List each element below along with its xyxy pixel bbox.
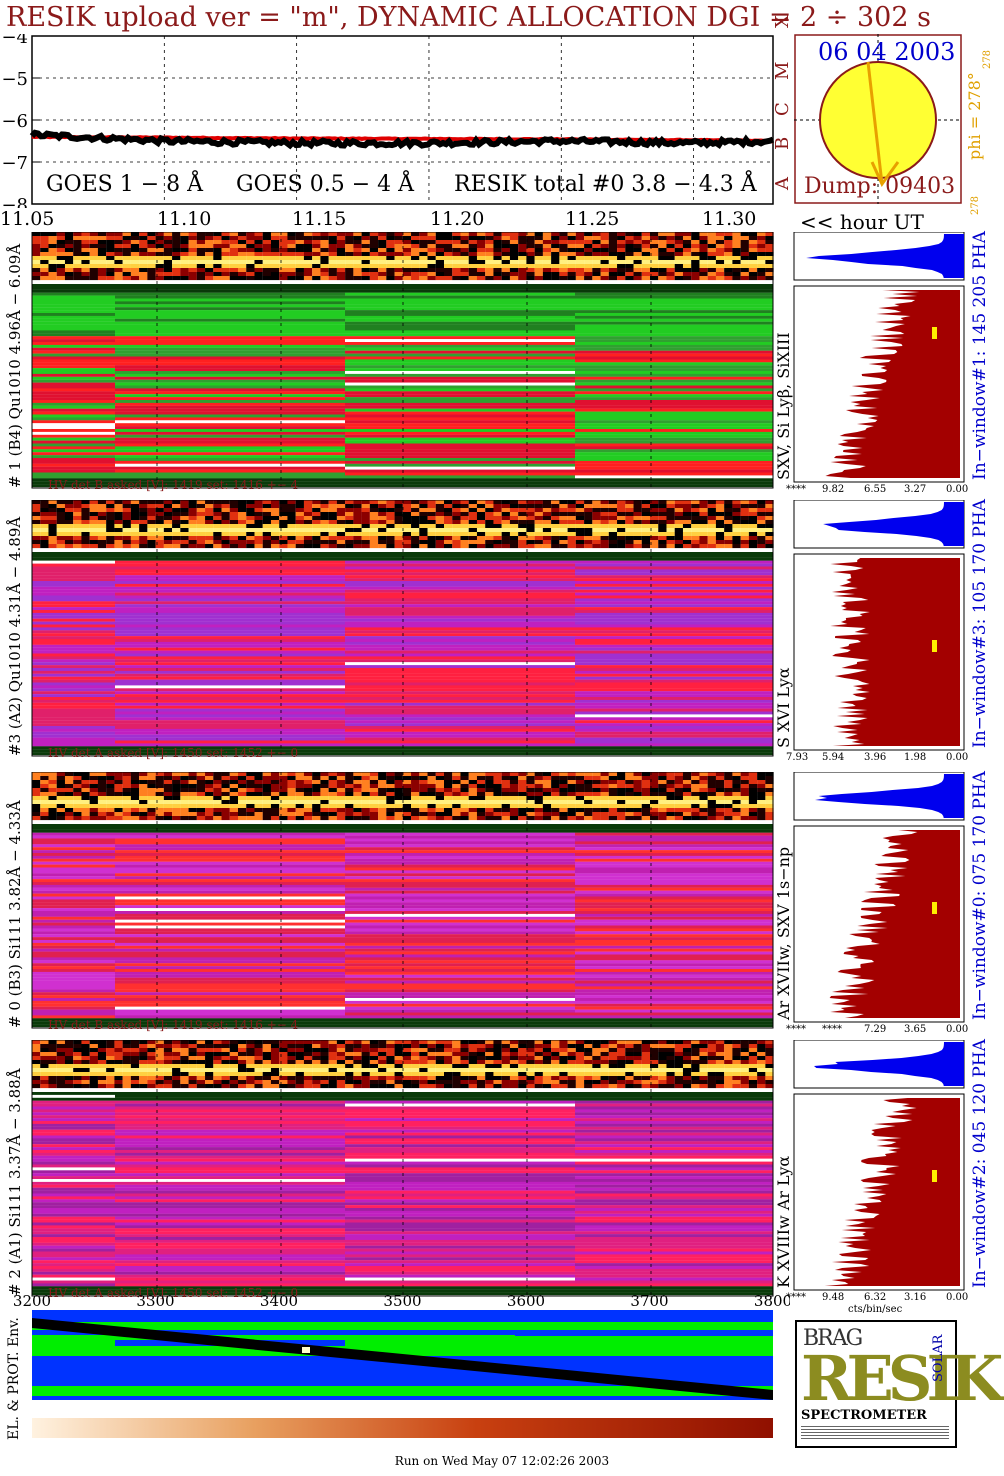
env-label: EL. & PROT. Env. — [6, 1317, 22, 1440]
in-window-label: In−window#1: 145 205 PHA — [970, 231, 990, 480]
pha-tick: **** — [786, 1292, 806, 1303]
channel-label: # 0 (B3) Si111 3.82Å − 4.33Å — [6, 800, 24, 1028]
time-tick: 11.30 — [702, 208, 757, 230]
time-unit: << hour UT — [800, 210, 924, 234]
pha-tick: 1.98 — [904, 752, 927, 763]
pha-tick: **** — [786, 484, 806, 495]
phi-small-bottom: 278 — [970, 195, 982, 216]
lightcurve-y-tick: −4 — [1, 34, 28, 48]
legend-resik-total: RESIK total #0 3.8 − 4.3 Å — [454, 172, 757, 197]
spectrogram-0 — [31, 232, 774, 489]
env-x-tick: 3800 — [754, 1292, 790, 1310]
hv-info: HV det A asked [V]: 1450 set: 1452 +− 0 — [48, 1286, 299, 1300]
class-letter: M — [772, 61, 793, 80]
lightcurve-plot: −4 −5 −6 −7 −8 — [1, 34, 775, 208]
spectrogram-1 — [31, 500, 774, 757]
env-x-tick: 3400 — [260, 1292, 298, 1310]
env-x-tick: 3300 — [136, 1292, 174, 1310]
series-1 — [29, 129, 775, 151]
pha-tick: 3.96 — [864, 752, 887, 763]
pha-tick: 0.00 — [946, 752, 969, 763]
pha-histogram-2 — [793, 772, 965, 1023]
pha-tick: 3.16 — [904, 1292, 927, 1303]
spectrogram-3 — [31, 1040, 774, 1297]
spectrogram-2 — [31, 772, 774, 1029]
logo-bottom: SPECTROMETER — [801, 1408, 927, 1423]
sun-panel — [794, 34, 962, 204]
pha-tick: 6.32 — [864, 1292, 887, 1303]
lightcurve-y-tick: −5 — [1, 69, 28, 90]
legend-goes-short: GOES 0.5 − 4 Å — [236, 172, 415, 197]
in-window-label: In−window#3: 105 170 PHA — [970, 499, 990, 748]
pha-tick: 9.48 — [822, 1292, 845, 1303]
pha-tick: **** — [786, 1024, 806, 1035]
channel-label: # 1 (B4) Qu1010 4.96Å − 6.09Å — [6, 243, 24, 488]
lightcurve-y-tick: −6 — [1, 111, 28, 132]
pha-tick: 3.65 — [904, 1024, 927, 1035]
pha-tick: 0.00 — [946, 1024, 969, 1035]
class-letter: X — [772, 15, 793, 28]
env-plot: 3200 3300 3400 3500 3600 3700 3800 — [13, 1292, 790, 1438]
hv-info: HV det B asked [V]: 1419 set: 1416 +− 4 — [48, 1018, 299, 1032]
figure-title: RESIK upload ver = "m", DYNAMIC ALLOCATI… — [6, 2, 931, 33]
class-letter: C — [772, 102, 793, 116]
pha-tick: 9.82 — [822, 484, 845, 495]
dump-number: Dump: 09403 — [804, 174, 956, 199]
footer-run-info: Run on Wed May 07 12:02:26 2003 — [394, 1454, 610, 1468]
pha-tick: **** — [822, 1024, 842, 1035]
time-tick: 11.05 — [0, 208, 55, 230]
pha-tick: 5.94 — [822, 752, 845, 763]
env-x-tick: 3600 — [507, 1292, 545, 1310]
phi-label: phi = 278° — [965, 72, 984, 160]
in-window-label: In−window#0: 075 170 PHA — [970, 771, 990, 1020]
logo-letters: RESIK — [801, 1342, 1003, 1415]
in-window-label: In−window#2: 045 120 PHA — [970, 1039, 990, 1288]
sun-pointer-arrow — [866, 61, 884, 185]
env-trend-line — [32, 1318, 773, 1400]
env-color-bar — [32, 1418, 773, 1438]
pha-tick: 3.27 — [904, 484, 927, 495]
hv-info: HV det B asked [V]: 1419 set: 1416 +− 4 — [48, 478, 299, 492]
lightcurve-y-tick: −7 — [1, 153, 28, 174]
lightcurve-y-tick: −8 — [1, 195, 28, 208]
channel-label: # 2 (A1) Si111 3.37Å − 3.88Å — [6, 1068, 24, 1296]
time-tick: 11.25 — [565, 208, 620, 230]
channel-label: #3 (A2) Qu1010 4.31Å − 4.89Å — [6, 516, 24, 756]
class-letter: B — [772, 136, 793, 150]
lightcurve-y-ticks: −4 −5 −6 −7 −8 — [1, 34, 40, 208]
lightcurve-grid — [32, 36, 773, 204]
logo-side: SOLAR — [931, 1334, 946, 1382]
env-x-tick: 3700 — [630, 1292, 668, 1310]
pha-tick: 0.00 — [946, 1292, 969, 1303]
env-x-tick: 3200 — [13, 1292, 51, 1310]
hv-info: HV det A asked [V]: 1450 set: 1452 +− 0 — [48, 746, 299, 760]
class-letter: A — [772, 177, 793, 190]
time-tick: 11.20 — [430, 208, 485, 230]
time-tick: 11.15 — [292, 208, 347, 230]
time-tick: 11.10 — [157, 208, 212, 230]
pha-histogram-1 — [793, 500, 965, 751]
logo-top: BRAG — [803, 1326, 863, 1351]
phi-small: 278 — [982, 49, 994, 70]
sun-date: 06 04 2003 — [818, 38, 956, 66]
pha-histogram-0 — [793, 232, 965, 483]
env-x-tick: 3500 — [383, 1292, 421, 1310]
pha-tick: 0.00 — [946, 484, 969, 495]
pha-histogram-3 — [793, 1040, 965, 1291]
pha-unit: cts/bin/sec — [848, 1304, 903, 1315]
resik-logo: BRAG RESIK SOLAR SPECTROMETER — [795, 1320, 1003, 1448]
legend-goes-long: GOES 1 − 8 Å — [46, 172, 204, 197]
env-x-ticks: 3200 3300 3400 3500 3600 3700 3800 — [13, 1292, 790, 1310]
pha-tick: 6.55 — [864, 484, 887, 495]
pha-tick: 7.29 — [864, 1024, 887, 1035]
pha-tick: 7.93 — [786, 752, 809, 763]
lightcurve-series — [29, 129, 775, 151]
series-line — [29, 129, 775, 151]
